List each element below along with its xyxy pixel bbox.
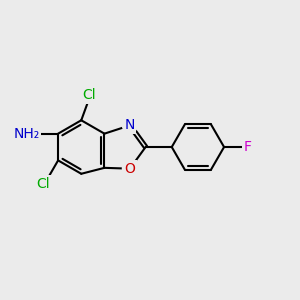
Circle shape: [122, 161, 137, 176]
Text: NH₂: NH₂: [14, 127, 40, 141]
Circle shape: [122, 118, 137, 133]
Text: O: O: [124, 162, 135, 176]
Text: Cl: Cl: [37, 177, 50, 190]
Text: Cl: Cl: [82, 88, 96, 103]
Text: N: N: [125, 118, 135, 132]
Text: F: F: [243, 140, 251, 154]
